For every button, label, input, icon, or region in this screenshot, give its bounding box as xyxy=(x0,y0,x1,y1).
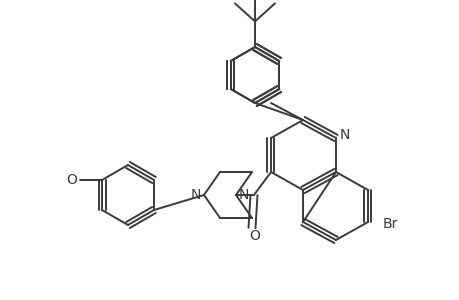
Text: N: N xyxy=(190,188,201,202)
Text: O: O xyxy=(66,173,77,187)
Text: N: N xyxy=(339,128,349,142)
Text: O: O xyxy=(249,229,260,243)
Text: N: N xyxy=(238,188,249,202)
Text: Br: Br xyxy=(381,217,397,231)
